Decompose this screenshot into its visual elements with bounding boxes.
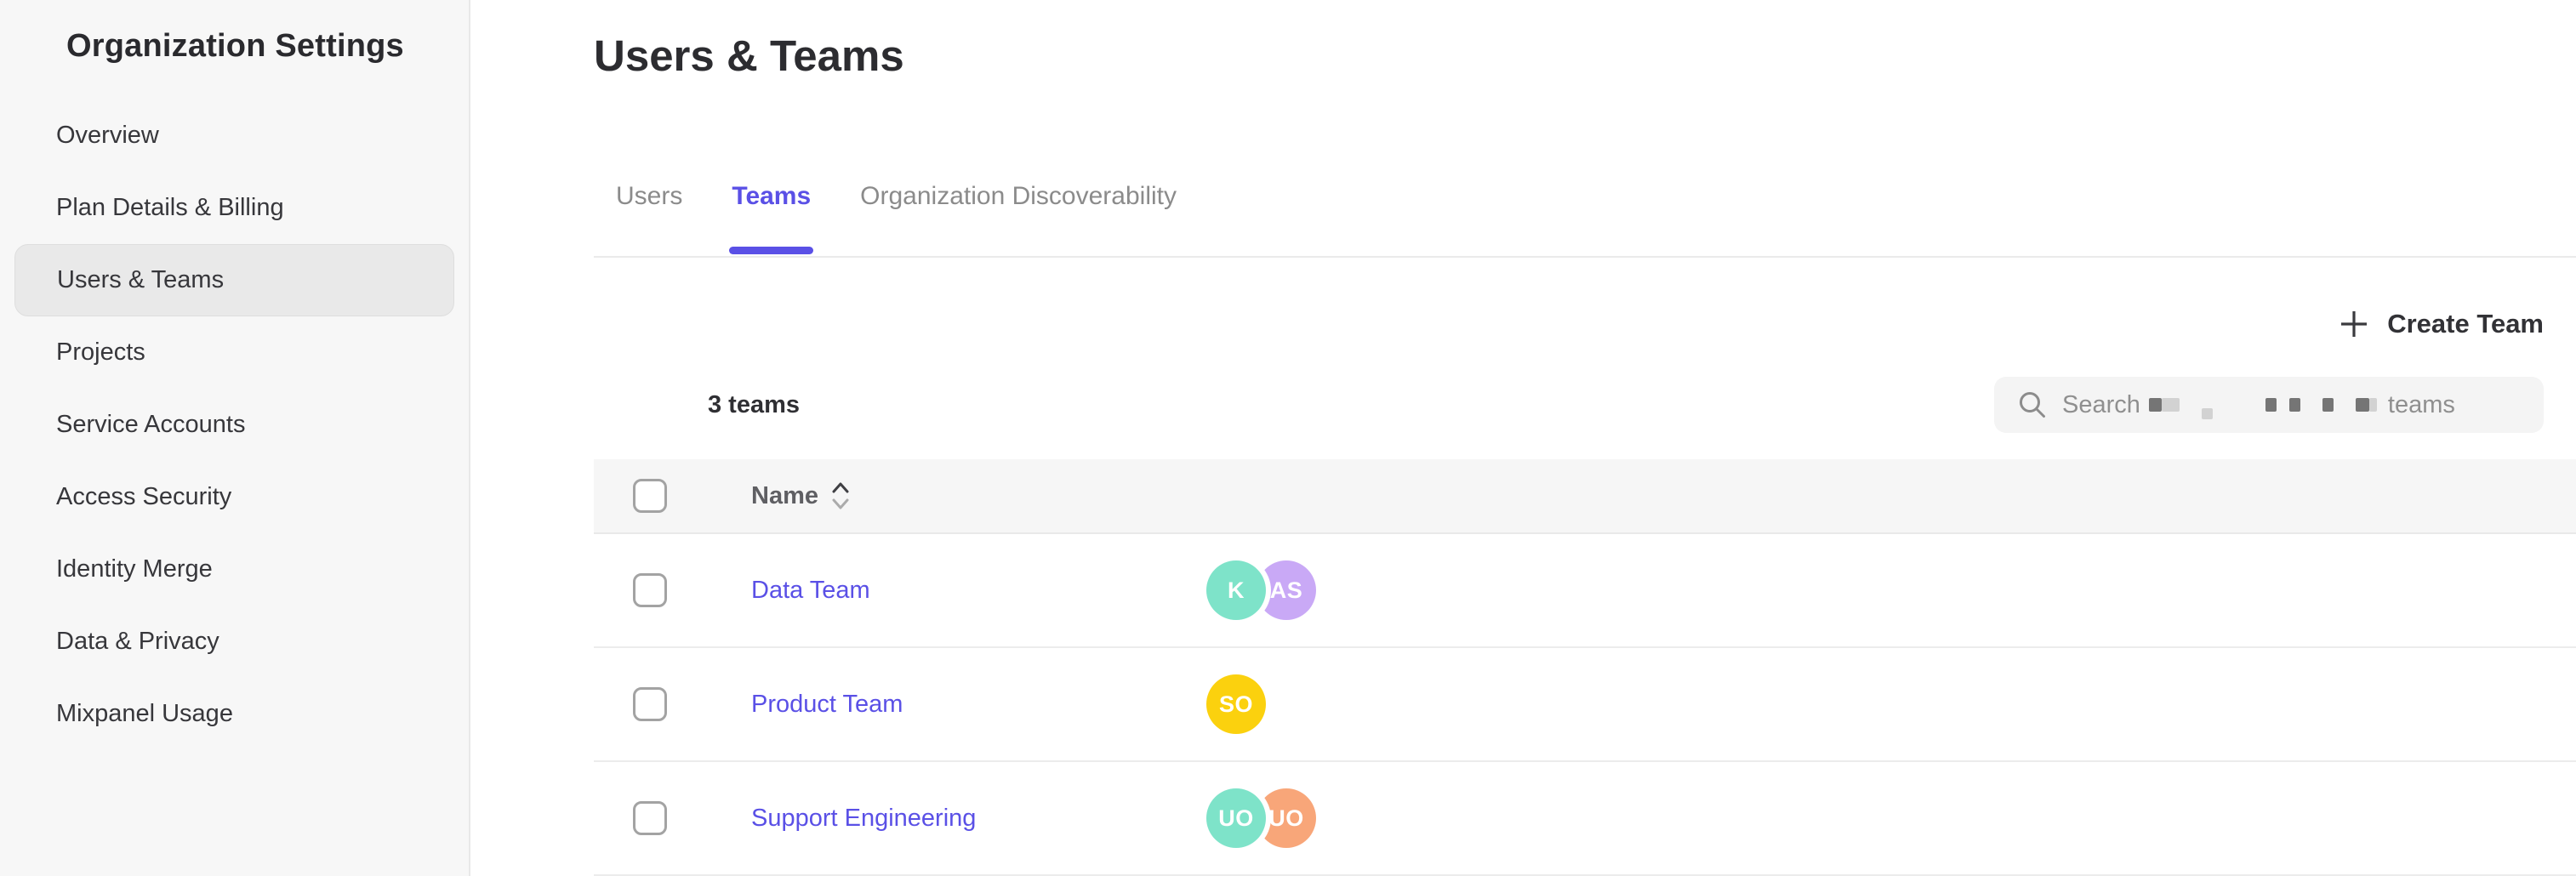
sidebar-item-service-accounts[interactable]: Service Accounts (56, 411, 246, 438)
sidebar-item-overview[interactable]: Overview (56, 122, 159, 149)
redacted-block (2201, 407, 2213, 419)
row-checkbox[interactable] (633, 801, 667, 835)
sort-by-name-button[interactable]: Name (751, 479, 851, 513)
redacted-block (2355, 398, 2369, 412)
filter-row: 3 teams Search (594, 377, 2544, 433)
table-row: Support Engineering UO UO (594, 762, 2576, 876)
teams-table: Name Data Team K AS (594, 433, 2576, 876)
avatar: SO (1206, 674, 1266, 734)
search-input[interactable]: Search teams (1994, 377, 2544, 433)
main-content: Users & Teams Users Teams Organization D… (470, 0, 2576, 876)
avatar: K (1206, 560, 1266, 620)
redacted-block (2288, 398, 2300, 412)
redacted-block (2322, 398, 2334, 412)
search-placeholder: Search teams (2062, 390, 2455, 419)
tab-organization-discoverability[interactable]: Organization Discoverability (860, 182, 1177, 210)
table-row: Data Team K AS (594, 534, 2576, 648)
tab-users[interactable]: Users (616, 182, 683, 210)
create-team-label: Create Team (2387, 309, 2544, 338)
tab-teams[interactable]: Teams (729, 179, 813, 256)
team-name-link[interactable]: Support Engineering (751, 804, 977, 832)
sidebar-item-mixpanel-usage[interactable]: Mixpanel Usage (56, 700, 233, 727)
settings-sidebar: Organization Settings Overview Plan Deta… (0, 0, 470, 876)
sidebar-item-identity-merge[interactable]: Identity Merge (56, 555, 213, 583)
row-checkbox[interactable] (633, 687, 667, 721)
sidebar-item-access-security[interactable]: Access Security (56, 483, 232, 510)
sidebar-title: Organization Settings (66, 28, 404, 64)
redacted-block (2265, 398, 2277, 412)
create-team-button[interactable]: Create Team (2338, 308, 2544, 340)
table-header-row: Name (594, 459, 2576, 534)
sidebar-item-plan-details-billing[interactable]: Plan Details & Billing (56, 194, 284, 221)
name-column-header: Name (751, 481, 818, 509)
sort-carets-icon (830, 479, 851, 513)
team-name-link[interactable]: Data Team (751, 576, 870, 604)
redacted-block (2161, 398, 2180, 412)
sidebar-item-users-teams[interactable]: Users & Teams (14, 244, 454, 316)
sidebar-item-projects[interactable]: Projects (56, 338, 145, 366)
member-avatars: SO (1206, 674, 1266, 734)
member-avatars: K AS (1206, 560, 1316, 620)
row-checkbox[interactable] (633, 573, 667, 607)
team-name-link[interactable]: Product Team (751, 690, 903, 718)
plus-icon (2338, 308, 2370, 340)
sidebar-nav: Overview Plan Details & Billing Users & … (0, 100, 469, 750)
search-icon (2016, 389, 2049, 421)
teams-count: 3 teams (708, 390, 801, 418)
avatar: AS (1257, 560, 1316, 620)
redacted-block (2368, 398, 2377, 412)
avatar: UO (1257, 788, 1316, 848)
table-row: Product Team SO (594, 648, 2576, 762)
page-title: Users & Teams (594, 31, 904, 80)
select-all-checkbox[interactable] (633, 479, 667, 513)
sidebar-item-data-privacy[interactable]: Data & Privacy (56, 628, 219, 655)
avatar: UO (1206, 788, 1266, 848)
redacted-block (2148, 398, 2162, 412)
toolbar: Create Team (470, 300, 2576, 348)
tab-bar: Users Teams Organization Discoverability (594, 179, 2576, 258)
member-avatars: UO UO (1206, 788, 1316, 848)
